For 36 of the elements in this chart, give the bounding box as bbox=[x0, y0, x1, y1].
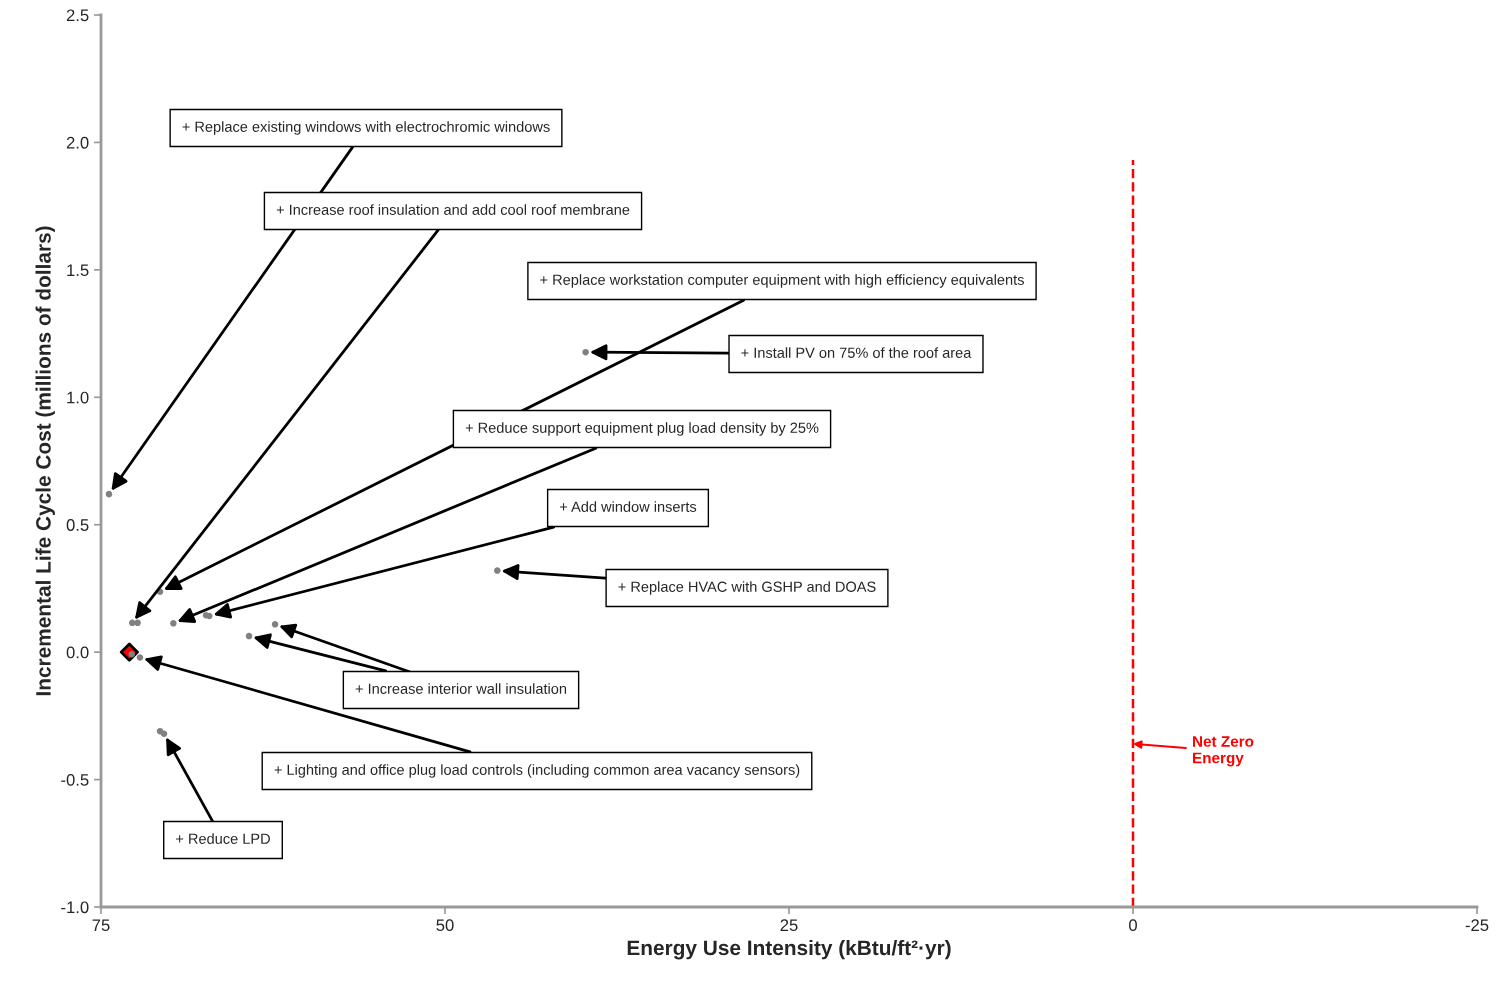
annotation: + Reduce LPD bbox=[176, 833, 270, 844]
ref-line-label: Net Zero Energy bbox=[1193, 736, 1254, 767]
y-tick-label: 1.5 bbox=[67, 264, 89, 277]
point bbox=[134, 619, 141, 627]
annotation: + Lighting and office plug load controls (including common area vacancy sensors) bbox=[274, 764, 800, 778]
point bbox=[494, 567, 501, 574]
x-axis-title: Energy Use Intensity (kBtu/ft²·yr) bbox=[627, 939, 951, 960]
point bbox=[245, 632, 253, 640]
point bbox=[136, 654, 144, 661]
y-tick-label: -1.0 bbox=[61, 901, 89, 914]
annotation: + Increase roof insulation and add cool roof membrane bbox=[276, 204, 630, 215]
y-tick-label: 1.0 bbox=[67, 391, 89, 404]
y-tick-label: 2.5 bbox=[66, 9, 89, 22]
point bbox=[582, 348, 589, 356]
y-tick-label: 0.5 bbox=[66, 519, 89, 531]
point bbox=[271, 621, 279, 628]
x-tick-label: 0 bbox=[1129, 919, 1137, 932]
point bbox=[160, 730, 168, 737]
point bbox=[206, 612, 213, 620]
point bbox=[105, 490, 113, 498]
annotation: + Install PV on 75% of the roof area bbox=[741, 347, 972, 358]
annotation: + Replace HVAC with GSHP and DOAS bbox=[618, 581, 876, 595]
annotation: + Add window inserts bbox=[560, 501, 697, 512]
annotation: + Replace existing windows with electrochromic windows bbox=[182, 121, 550, 135]
annotation: + Replace workstation computer equipment with high efficiency equivalents bbox=[540, 274, 1024, 288]
x-tick-label: 50 bbox=[436, 919, 454, 932]
x-tick-label: 25 bbox=[780, 919, 798, 932]
x-tick-label: 75 bbox=[92, 919, 110, 932]
annotation: + Reduce support equipment plug load density by 25% bbox=[465, 422, 819, 436]
y-axis-title: Incremental Life Cycle Cost (millions of dollars) bbox=[35, 226, 55, 696]
annotation: + Increase interior wall insulation bbox=[355, 683, 567, 694]
y-tick-label: -0.5 bbox=[61, 773, 89, 786]
y-tick-label: 2.0 bbox=[66, 136, 89, 149]
x-tick-label: -25 bbox=[1465, 919, 1489, 932]
y-tick-label: 0.0 bbox=[66, 646, 89, 659]
point bbox=[170, 620, 177, 627]
